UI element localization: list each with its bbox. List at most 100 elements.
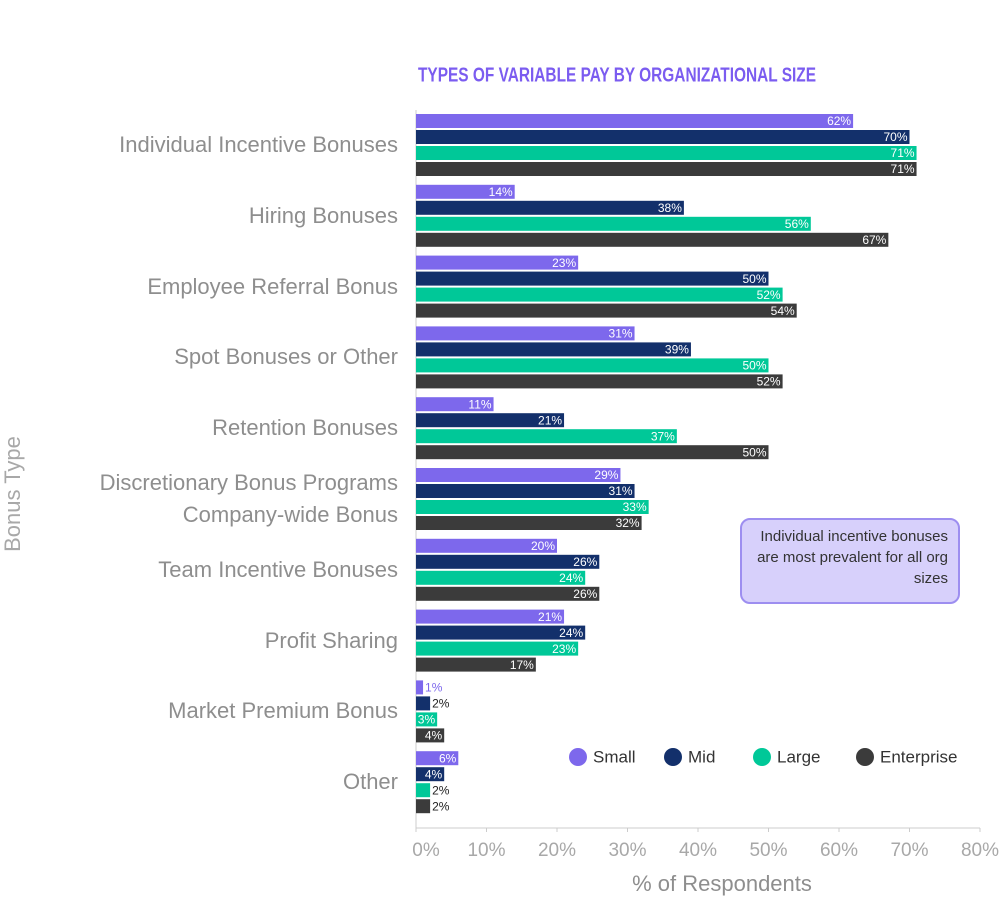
data-label: 14% <box>489 185 513 199</box>
y-tick-label: Market Premium Bonus <box>168 698 398 724</box>
y-tick-label: Retention Bonuses <box>212 415 398 441</box>
data-label: 52% <box>757 288 781 302</box>
data-label: 4% <box>425 767 443 781</box>
data-label: 24% <box>559 626 583 640</box>
bar <box>416 397 494 412</box>
y-tick-label: Other <box>342 769 398 795</box>
bar <box>416 326 635 341</box>
bar <box>416 554 600 569</box>
x-axis-title: % of Respondents <box>632 871 812 896</box>
bar <box>416 146 917 160</box>
bar <box>416 570 586 585</box>
data-label: 17% <box>510 658 534 672</box>
data-label: 50% <box>742 272 766 286</box>
bar <box>416 783 431 798</box>
data-label: 33% <box>623 500 647 514</box>
data-label: 62% <box>827 114 851 128</box>
y-tick-label: Hiring Bonuses <box>248 202 398 228</box>
data-label: 2% <box>432 697 450 711</box>
data-label: 39% <box>665 343 689 357</box>
data-label: 3% <box>418 713 436 727</box>
x-tick-label: 0% <box>412 840 440 861</box>
y-tick-label: Spot Bonuses or Other <box>174 344 398 370</box>
bar <box>416 728 445 743</box>
x-tick-label: 20% <box>538 840 576 861</box>
bar <box>416 484 635 498</box>
data-label: 70% <box>883 130 907 144</box>
bar <box>416 303 797 318</box>
legend-label: Mid <box>688 747 715 766</box>
data-label: 26% <box>573 555 597 569</box>
annotation: Individual incentive bonuses are most pr… <box>740 518 960 604</box>
data-label: 29% <box>594 468 618 482</box>
bar <box>416 696 431 711</box>
x-tick-label: 40% <box>679 840 717 861</box>
bar <box>416 641 579 656</box>
bar <box>416 114 854 128</box>
data-label: 54% <box>771 304 795 318</box>
bar <box>416 468 621 482</box>
bar <box>416 538 557 553</box>
bar <box>416 184 515 199</box>
legend-swatch <box>569 748 587 766</box>
data-label: 4% <box>425 729 443 743</box>
legend-label: Large <box>777 747 820 766</box>
x-tick-label: 10% <box>467 840 505 861</box>
bar <box>416 342 691 357</box>
x-tick-label: 60% <box>820 840 858 861</box>
data-label: 26% <box>573 587 597 601</box>
data-label: 37% <box>651 429 675 443</box>
y-tick-label: Profit Sharing <box>264 627 398 653</box>
data-label: 32% <box>616 516 640 530</box>
bar <box>416 374 783 389</box>
legend-swatch <box>664 748 682 766</box>
bar <box>416 413 565 428</box>
bar <box>416 799 431 814</box>
data-label: 24% <box>559 571 583 585</box>
data-label: 52% <box>757 375 781 389</box>
bar <box>416 500 649 514</box>
data-label: 1% <box>425 681 443 695</box>
bar <box>416 162 917 176</box>
bar <box>416 586 600 601</box>
bar <box>416 712 438 727</box>
bar <box>416 287 783 302</box>
bar <box>416 130 910 144</box>
bar <box>416 271 769 286</box>
y-axis-title: Bonus Type <box>0 436 25 552</box>
legend-swatch <box>753 748 771 766</box>
data-label: 6% <box>439 751 457 765</box>
data-label: 56% <box>785 217 809 231</box>
bar <box>416 445 769 460</box>
data-label: 21% <box>538 610 562 624</box>
bar <box>416 255 579 270</box>
bar <box>416 680 424 695</box>
bar <box>416 767 445 782</box>
data-label: 31% <box>609 327 633 341</box>
data-label: 50% <box>742 359 766 373</box>
data-label: 31% <box>609 484 633 498</box>
bar <box>416 657 536 672</box>
y-tick-label: Team Incentive Bonuses <box>158 556 398 582</box>
data-label: 50% <box>742 445 766 459</box>
legend-swatch <box>856 748 874 766</box>
data-label: 2% <box>432 783 450 797</box>
bar <box>416 625 586 640</box>
x-tick-label: 80% <box>961 840 999 861</box>
bar <box>416 751 459 766</box>
data-label: 23% <box>552 256 576 270</box>
chart-title: TYPES OF VARIABLE PAY BY ORGANIZATIONAL … <box>418 64 816 86</box>
bar <box>416 216 811 231</box>
data-label: 71% <box>891 146 915 160</box>
legend-label: Small <box>593 747 636 766</box>
bar <box>416 358 769 373</box>
x-tick-label: 50% <box>749 840 787 861</box>
data-label: 2% <box>432 799 450 813</box>
data-label: 20% <box>531 539 555 553</box>
data-label: 11% <box>468 397 491 411</box>
bar <box>416 232 889 247</box>
x-tick-label: 30% <box>608 840 646 861</box>
data-label: 21% <box>538 413 562 427</box>
